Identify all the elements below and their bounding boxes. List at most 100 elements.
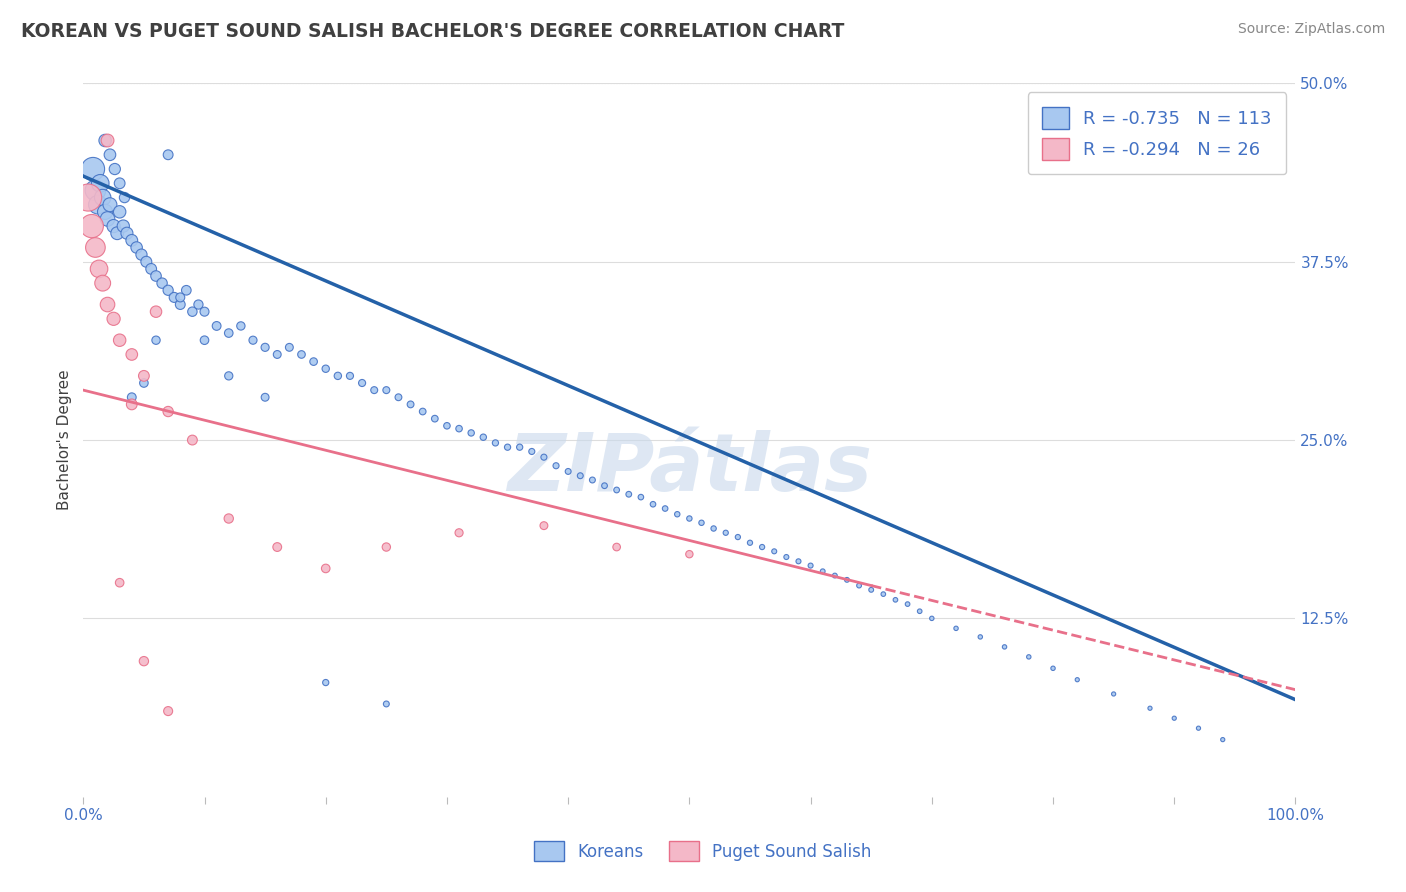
Point	[169, 290, 191, 304]
Point	[89, 176, 111, 190]
Point	[509, 440, 531, 454]
Point	[593, 479, 616, 493]
Point	[848, 578, 870, 592]
Point	[187, 297, 209, 311]
Point	[908, 604, 931, 618]
Point	[145, 333, 167, 347]
Point	[114, 190, 136, 204]
Point	[98, 197, 121, 211]
Point	[96, 297, 118, 311]
Point	[824, 568, 846, 582]
Point	[218, 368, 240, 383]
Point	[375, 540, 398, 554]
Point	[193, 304, 215, 318]
Point	[121, 390, 143, 404]
Point	[860, 582, 883, 597]
Point	[945, 621, 967, 635]
Point	[302, 354, 325, 368]
Point	[678, 547, 700, 561]
Point	[181, 433, 204, 447]
Point	[1018, 649, 1040, 664]
Point	[121, 397, 143, 411]
Point	[96, 211, 118, 226]
Point	[157, 404, 180, 418]
Point	[132, 368, 155, 383]
Point	[896, 597, 918, 611]
Point	[484, 436, 506, 450]
Point	[315, 361, 337, 376]
Point	[449, 422, 471, 436]
Point	[775, 549, 797, 564]
Point	[738, 535, 761, 549]
Point	[254, 390, 277, 404]
Point	[412, 404, 434, 418]
Point	[254, 340, 277, 354]
Point	[108, 176, 131, 190]
Point	[993, 640, 1015, 654]
Point	[290, 347, 312, 361]
Point	[617, 487, 640, 501]
Point	[145, 304, 167, 318]
Point	[884, 592, 907, 607]
Point	[94, 134, 117, 148]
Point	[218, 326, 240, 340]
Point	[533, 450, 555, 465]
Point	[326, 368, 349, 383]
Point	[87, 197, 110, 211]
Point	[787, 554, 810, 568]
Point	[654, 501, 676, 516]
Point	[666, 507, 689, 521]
Point	[703, 521, 725, 535]
Point	[436, 418, 458, 433]
Point	[315, 561, 337, 575]
Point	[921, 611, 943, 625]
Point	[84, 240, 107, 254]
Point	[104, 161, 127, 176]
Point	[727, 530, 749, 544]
Y-axis label: Bachelor's Degree: Bachelor's Degree	[58, 370, 72, 510]
Point	[835, 573, 858, 587]
Point	[520, 444, 543, 458]
Point	[678, 511, 700, 525]
Point	[800, 558, 823, 573]
Point	[641, 497, 664, 511]
Point	[218, 511, 240, 525]
Point	[266, 540, 288, 554]
Point	[544, 458, 567, 473]
Point	[630, 490, 652, 504]
Point	[108, 333, 131, 347]
Point	[690, 516, 713, 530]
Point	[157, 283, 180, 297]
Point	[229, 318, 252, 333]
Point	[176, 283, 198, 297]
Point	[157, 704, 180, 718]
Point	[242, 333, 264, 347]
Point	[94, 204, 117, 219]
Point	[472, 430, 495, 444]
Point	[193, 333, 215, 347]
Point	[339, 368, 361, 383]
Point	[115, 226, 138, 240]
Point	[91, 190, 114, 204]
Point	[1042, 661, 1064, 675]
Point	[1187, 721, 1209, 735]
Point	[125, 240, 148, 254]
Point	[1102, 687, 1125, 701]
Point	[98, 148, 121, 162]
Point	[751, 540, 773, 554]
Point	[569, 468, 592, 483]
Point	[105, 226, 128, 240]
Point	[181, 304, 204, 318]
Point	[84, 183, 107, 197]
Point	[91, 276, 114, 290]
Point	[1163, 711, 1185, 725]
Point	[266, 347, 288, 361]
Point	[108, 204, 131, 219]
Text: ZIPátlas: ZIPátlas	[508, 430, 872, 508]
Point	[108, 575, 131, 590]
Point	[1066, 673, 1088, 687]
Point	[131, 247, 153, 261]
Point	[157, 148, 180, 162]
Point	[763, 544, 786, 558]
Point	[135, 254, 157, 268]
